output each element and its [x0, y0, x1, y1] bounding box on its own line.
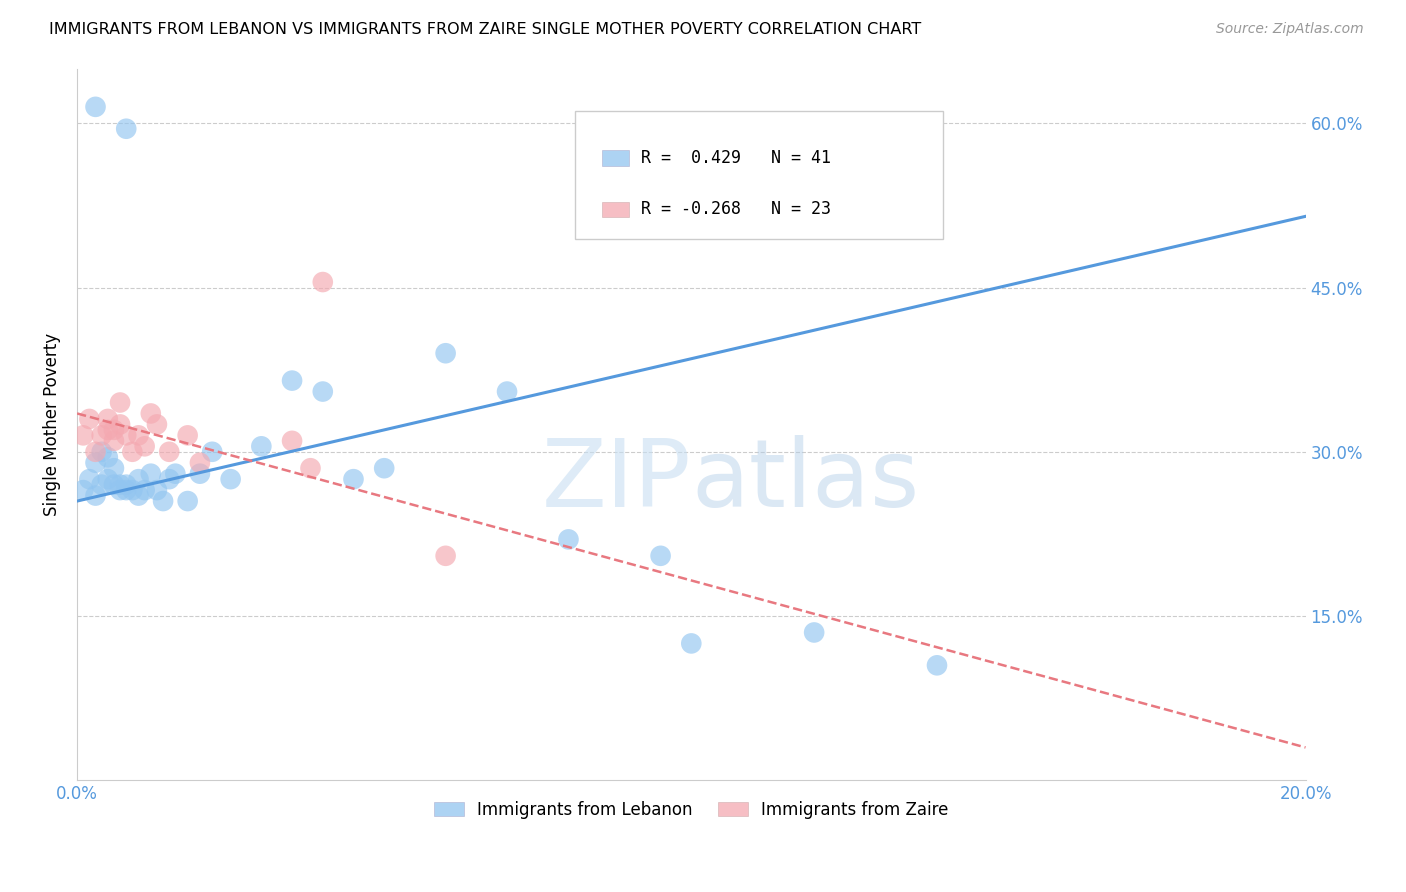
Point: [139, 407, 162, 421]
Point: [84, 444, 107, 458]
Point: [146, 417, 169, 432]
Point: [128, 472, 150, 486]
Point: [342, 472, 364, 486]
Point: [79, 412, 101, 426]
Point: [312, 275, 335, 289]
Bar: [602, 151, 628, 166]
Point: [165, 467, 187, 481]
Point: [108, 417, 131, 432]
Point: [128, 489, 150, 503]
Point: [84, 489, 107, 503]
Point: [108, 395, 131, 409]
Point: [128, 428, 150, 442]
Point: [281, 434, 304, 448]
Point: [157, 472, 180, 486]
Point: [97, 472, 120, 486]
Point: [139, 467, 162, 481]
Point: [281, 374, 304, 388]
Point: [134, 483, 156, 497]
Point: [97, 423, 120, 437]
Text: R =  0.429   N = 41: R = 0.429 N = 41: [641, 149, 831, 167]
Point: [90, 428, 112, 442]
Point: [434, 346, 457, 360]
Point: [157, 444, 180, 458]
Text: Source: ZipAtlas.com: Source: ZipAtlas.com: [1216, 22, 1364, 37]
Bar: [602, 202, 628, 218]
Y-axis label: Single Mother Poverty: Single Mother Poverty: [44, 333, 60, 516]
Point: [103, 477, 125, 491]
Point: [115, 483, 138, 497]
Point: [97, 450, 120, 465]
Point: [121, 483, 143, 497]
Text: IMMIGRANTS FROM LEBANON VS IMMIGRANTS FROM ZAIRE SINGLE MOTHER POVERTY CORRELATI: IMMIGRANTS FROM LEBANON VS IMMIGRANTS FR…: [49, 22, 921, 37]
Point: [176, 428, 198, 442]
Text: atlas: atlas: [692, 435, 920, 527]
Point: [115, 428, 138, 442]
Point: [152, 494, 174, 508]
Point: [434, 549, 457, 563]
Point: [103, 461, 125, 475]
Point: [496, 384, 519, 399]
Point: [108, 483, 131, 497]
Point: [176, 494, 198, 508]
Point: [79, 472, 101, 486]
Point: [219, 472, 242, 486]
Point: [146, 483, 169, 497]
Point: [97, 412, 120, 426]
Point: [90, 477, 112, 491]
Point: [72, 428, 94, 442]
Point: [103, 434, 125, 448]
Point: [201, 444, 224, 458]
Point: [84, 100, 107, 114]
Point: [299, 461, 322, 475]
Point: [115, 121, 138, 136]
Point: [115, 477, 138, 491]
Point: [121, 444, 143, 458]
Point: [312, 384, 335, 399]
Point: [188, 467, 211, 481]
Point: [72, 483, 94, 497]
Point: [803, 625, 825, 640]
Point: [84, 456, 107, 470]
Point: [103, 423, 125, 437]
Point: [188, 456, 211, 470]
Text: ZIP: ZIP: [541, 435, 692, 527]
Point: [250, 439, 273, 453]
Point: [90, 444, 112, 458]
Point: [134, 439, 156, 453]
Point: [925, 658, 948, 673]
Point: [373, 461, 395, 475]
Point: [557, 533, 579, 547]
FancyBboxPatch shape: [575, 112, 943, 239]
Text: R = -0.268   N = 23: R = -0.268 N = 23: [641, 201, 831, 219]
Legend: Immigrants from Lebanon, Immigrants from Zaire: Immigrants from Lebanon, Immigrants from…: [427, 794, 955, 825]
Point: [681, 636, 703, 650]
Point: [650, 549, 672, 563]
Point: [108, 477, 131, 491]
